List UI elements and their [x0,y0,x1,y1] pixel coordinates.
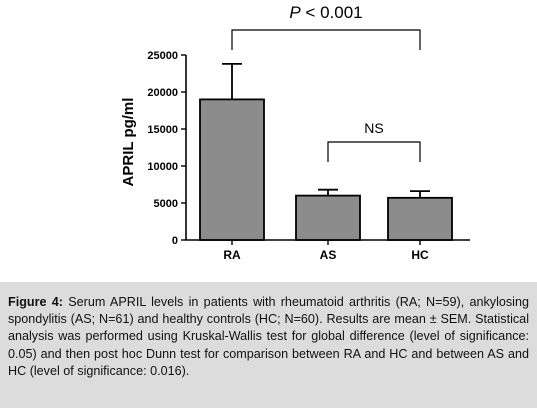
y-tick-label: 25000 [147,50,178,62]
y-tick-label: 15000 [147,124,178,136]
ns-label: NS [364,120,383,136]
bar-chart: 0 5000 10000 15000 20000 25000 RA AS HC P < 0.00… [120,3,470,262]
bar-ra [199,98,265,241]
caption-text: Serum APRIL levels in patients with rheu… [8,295,529,378]
caption-label: Figure 4: [8,295,63,309]
chart-bars [199,62,453,241]
chart-annotations: P < 0.001 NS [231,3,421,162]
significance-bracket-as-hc [327,141,421,162]
bar-hc [387,196,453,241]
y-tick-label: 0 [172,235,178,247]
y-tick-label: 20000 [147,87,178,99]
p-value-label: P < 0.001 [289,3,362,22]
figure-caption: Figure 4: Serum APRIL levels in patients… [8,294,529,380]
x-tick-label: HC [411,248,429,262]
chart-axes: 0 5000 10000 15000 20000 25000 RA AS HC [147,50,470,262]
x-tick-label: RA [223,248,241,262]
significance-bracket-ra-hc [231,29,421,50]
y-tick-label: 10000 [147,161,178,173]
x-tick-label: AS [320,248,337,262]
bar-as [295,194,361,241]
figure-caption-box: Figure 4: Serum APRIL levels in patients… [0,282,537,408]
y-axis-label: APRIL pg/ml [120,98,137,187]
y-tick-label: 5000 [154,198,178,210]
